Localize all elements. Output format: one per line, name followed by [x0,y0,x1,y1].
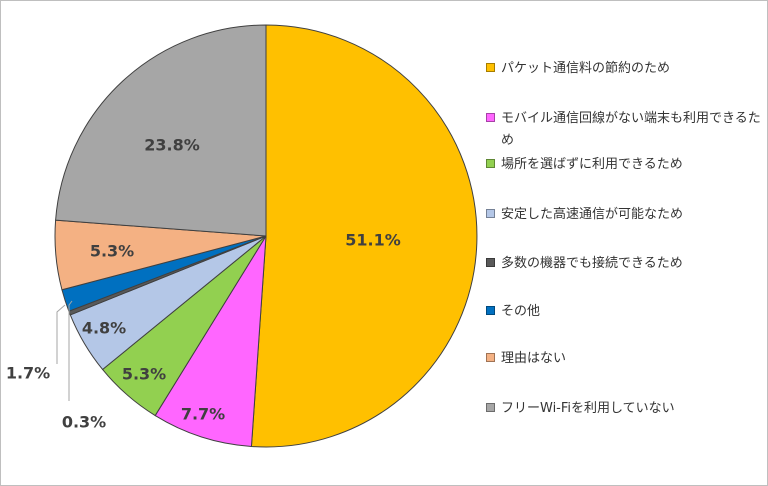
data-label: 51.1% [345,231,401,250]
legend-label: モバイル通信回線がない端末も利用できるため [501,111,761,148]
data-label: 5.3% [122,365,166,384]
data-label: 5.3% [90,242,134,261]
legend-item: パケット通信料の節約のため [486,58,761,80]
data-label: 23.8% [144,136,200,155]
legend-swatch [486,353,495,362]
legend-label: パケット通信料の節約のため [501,61,671,76]
pie-slice [154,235,267,448]
legend-swatch [486,159,495,168]
legend-swatch [486,258,495,267]
legend-swatch [486,306,495,315]
legend-label: 理由はない [501,351,567,366]
leader-line [56,304,66,364]
legend-label: 安定した高速通信が可能なため [501,207,684,222]
legend-item: 理由はない [486,348,761,370]
data-label: 0.3% [62,413,106,432]
legend-item: その他 [486,301,761,323]
leader-line [68,300,73,401]
data-label: 7.7% [181,405,225,424]
legend-swatch [486,113,495,122]
legend-swatch [486,209,495,218]
legend-label: 場所を選ばずに利用できるため [501,157,683,172]
legend-item: 多数の機器でも接続できるため [486,253,761,275]
pie-slice [55,24,267,237]
legend-label: フリーWi-Fiを利用していない [501,401,675,416]
data-label: 1.7% [6,364,50,383]
data-label: 4.8% [82,319,126,338]
pie-slice [250,24,478,448]
legend-swatch [486,403,495,412]
legend-swatch [486,63,495,72]
legend-item: 場所を選ばずに利用できるため [486,154,761,176]
legend-label: 多数の機器でも接続できるため [501,256,683,271]
legend-item: モバイル通信回線がない端末も利用できるため [486,108,761,152]
legend-item: フリーWi-Fiを利用していない [486,398,761,420]
legend-item: 安定した高速通信が可能なため [486,204,761,226]
legend-label: その他 [501,304,541,319]
